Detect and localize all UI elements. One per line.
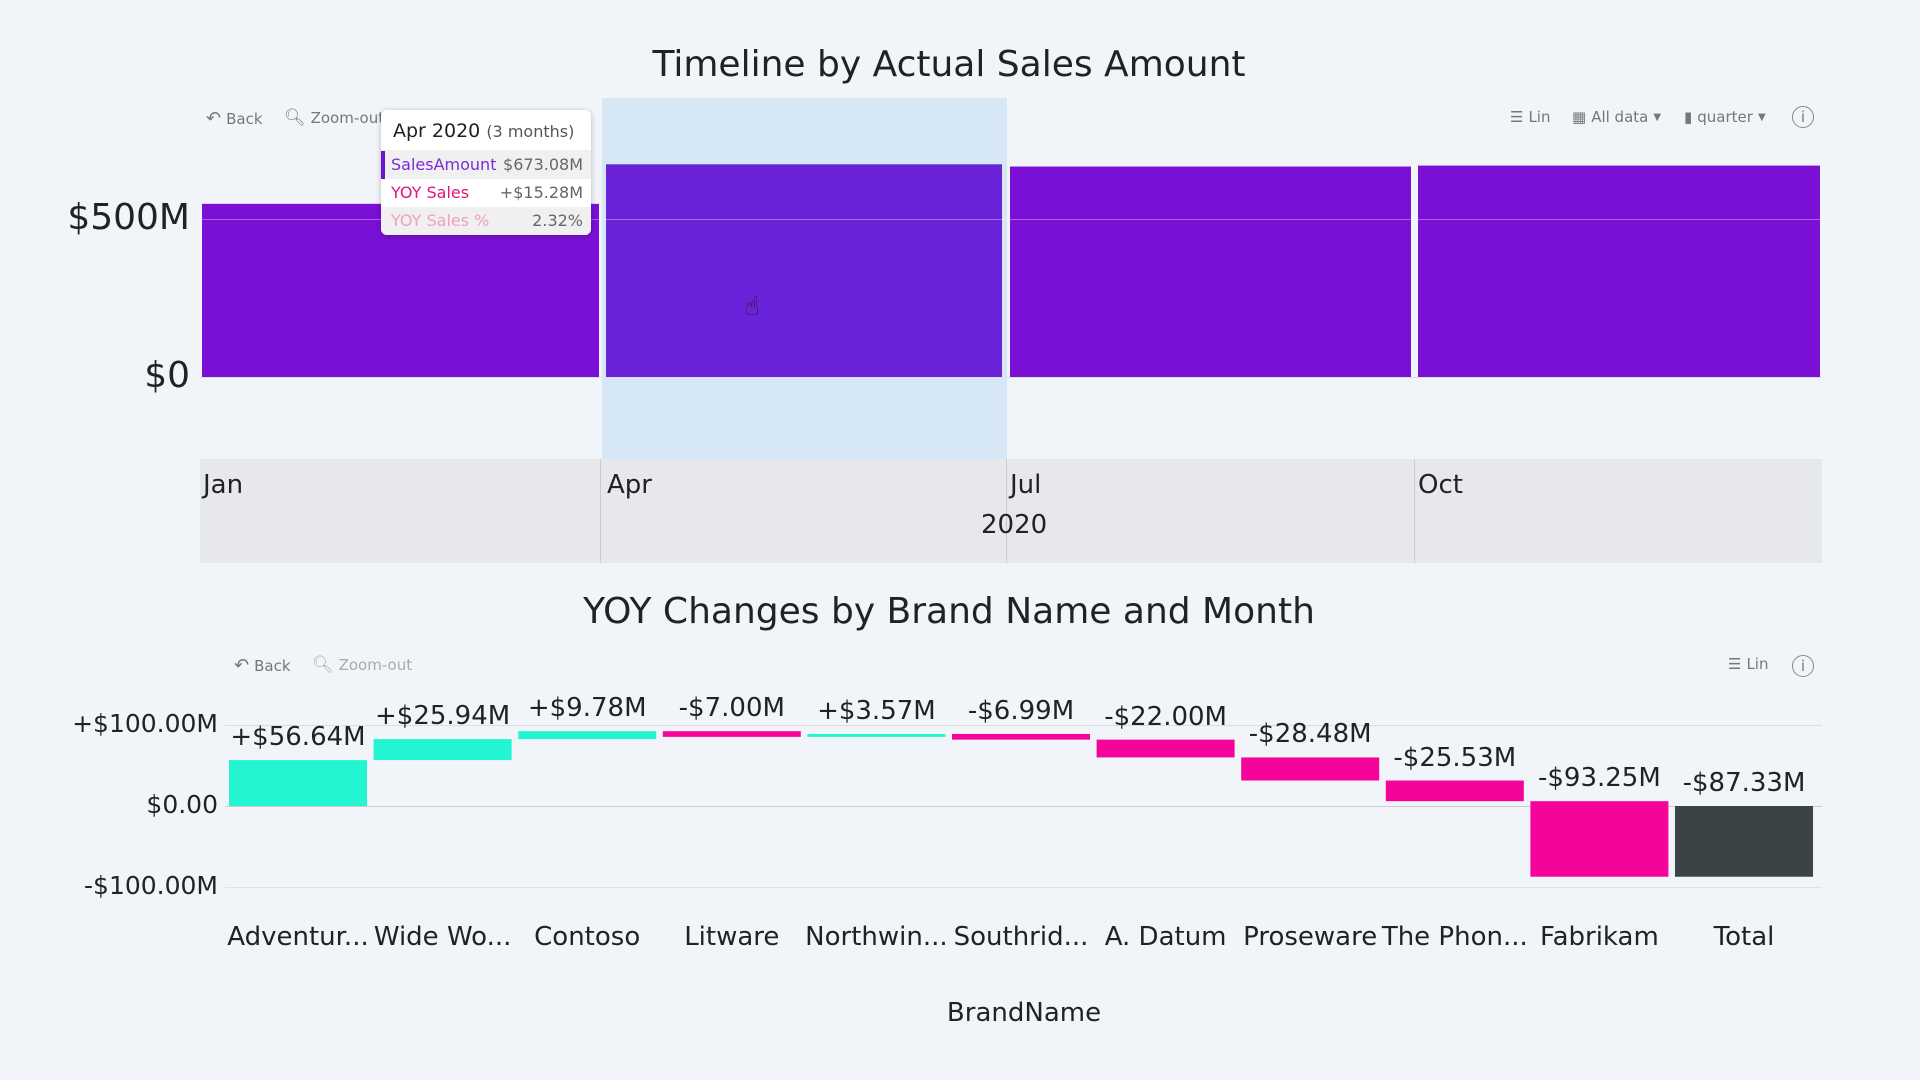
caret-down-icon: ▼ (1653, 111, 1662, 123)
info-icon[interactable]: i (1792, 106, 1814, 128)
list-icon: ☰ (1728, 655, 1742, 673)
gridline-500m (202, 219, 1822, 220)
x-tick-jan: Jan (203, 470, 244, 500)
time-axis-band (200, 459, 1822, 563)
data-label: -$22.00M (1104, 701, 1227, 732)
y-tick-zero: $0.00 (146, 790, 218, 819)
category-label: Northwin... (805, 922, 948, 952)
data-label: +$9.78M (527, 693, 647, 724)
category-label: A. Datum (1104, 922, 1227, 952)
waterfall-bar-2 (518, 731, 657, 740)
category-label: The Phon... (1381, 922, 1528, 952)
data-label: -$6.99M (967, 695, 1075, 726)
category-label: Litware (684, 922, 780, 952)
tooltip-header: Apr 2020 (393, 120, 481, 142)
tooltip-row-yoy-pct: YOY Sales % 2.32% (381, 207, 591, 235)
category-label: Proseware (1243, 922, 1378, 952)
y-tick-minus100: -$100.00M (84, 871, 218, 900)
waterfall-back-button[interactable]: ↶ Back (234, 655, 291, 676)
bar-apr (606, 164, 1002, 377)
x-tick-apr: Apr (607, 470, 652, 500)
data-label: +$3.57M (817, 695, 936, 726)
range-dropdown[interactable]: ▦ All data ▼ (1572, 108, 1662, 126)
waterfall-bar-9 (1530, 801, 1669, 877)
gridline-plus100 (225, 725, 1822, 726)
data-label: -$25.53M (1393, 742, 1517, 773)
bar-oct (1418, 165, 1820, 377)
data-label: -$28.48M (1248, 719, 1372, 750)
bar-jul (1010, 166, 1411, 377)
zoom-out-icon: 🔍︎ (284, 108, 306, 128)
category-label: Southrid... (953, 922, 1089, 952)
y-tick-500m: $500M (67, 197, 190, 238)
hand-cursor-icon: ☝ (744, 292, 760, 322)
waterfall-bar-10 (1675, 806, 1813, 877)
waterfall-bar-6 (1096, 739, 1235, 758)
gridline-0 (200, 377, 1822, 378)
data-label: -$93.25M (1537, 763, 1661, 794)
category-label: Fabrikam (1540, 922, 1659, 952)
waterfall-bar-5 (952, 733, 1090, 740)
x-tick-jul: Jul (1010, 470, 1042, 500)
tooltip-subheader: (3 months) (486, 122, 575, 141)
data-label: +$25.94M (374, 701, 511, 732)
waterfall-bar-8 (1385, 780, 1524, 802)
category-label: Adventur... (227, 922, 369, 952)
data-label: -$7.00M (678, 693, 785, 724)
zoom-out-icon: 🔍︎ (312, 655, 334, 675)
gridline-minus100 (225, 887, 1822, 888)
waterfall-bar-7 (1241, 757, 1380, 781)
waterfall-bar-4 (807, 733, 946, 737)
data-label: -$87.33M (1682, 768, 1806, 798)
tooltip: Apr 2020 (3 months) SalesAmount $673.08M … (381, 110, 591, 235)
data-label: +$56.64M (230, 722, 366, 753)
category-label: Total (1713, 922, 1775, 952)
category-label: Contoso (534, 922, 641, 952)
waterfall-title: YOY Changes by Brand Name and Month (583, 591, 1315, 632)
x-tick-oct: Oct (1418, 470, 1463, 500)
x-axis-title: BrandName (946, 998, 1102, 1028)
gridline-zero (225, 806, 1822, 807)
timeline-title: Timeline by Actual Sales Amount (652, 44, 1246, 85)
bar-chart-icon: ▮ (1684, 108, 1693, 126)
list-icon: ☰ (1510, 108, 1524, 126)
zoom-out-button[interactable]: 🔍︎ Zoom-out (284, 108, 385, 128)
y-tick-plus100: +$100.00M (72, 709, 218, 738)
tooltip-row-sales: SalesAmount $673.08M (381, 151, 591, 179)
quarter-divider (600, 459, 601, 563)
back-arrow-icon: ↶ (234, 655, 250, 676)
granularity-dropdown[interactable]: ▮ quarter ▼ (1684, 108, 1766, 126)
quarter-divider (1414, 459, 1415, 563)
scale-toggle[interactable]: ☰ Lin (1510, 108, 1551, 126)
quarter-divider (1006, 459, 1007, 563)
waterfall-scale-toggle[interactable]: ☰ Lin (1728, 655, 1769, 673)
waterfall-bar-3 (662, 731, 801, 737)
back-button[interactable]: ↶ Back (206, 108, 263, 129)
back-arrow-icon: ↶ (206, 108, 222, 129)
calendar-icon: ▦ (1572, 108, 1587, 126)
x-year-label: 2020 (981, 510, 1048, 540)
waterfall-zoom-out-button[interactable]: 🔍︎ Zoom-out (312, 655, 413, 675)
tooltip-row-yoy: YOY Sales +$15.28M (391, 183, 583, 202)
waterfall-bar-1 (373, 739, 512, 761)
caret-down-icon: ▼ (1757, 111, 1766, 123)
waterfall-info-icon[interactable]: i (1792, 655, 1814, 677)
waterfall-bar-0 (229, 760, 367, 806)
category-label: Wide Wo... (373, 922, 512, 952)
y-tick-0: $0 (144, 355, 190, 396)
